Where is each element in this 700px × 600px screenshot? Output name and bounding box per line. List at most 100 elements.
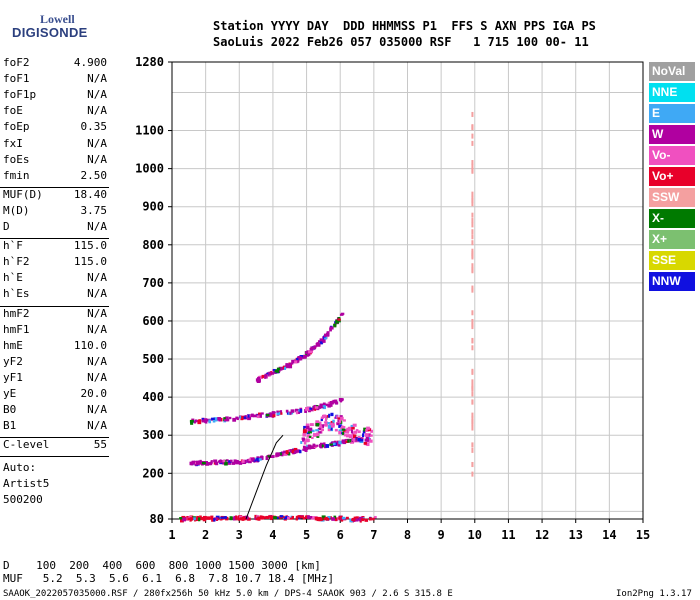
echo-point xyxy=(222,460,225,465)
echo-point xyxy=(259,375,263,379)
echo-point xyxy=(366,426,370,430)
echo-point xyxy=(336,440,340,444)
param-name: foEp xyxy=(3,120,30,134)
echo-point xyxy=(332,399,337,404)
echo-point xyxy=(471,254,474,260)
echo-point xyxy=(250,413,254,418)
echo-point xyxy=(179,518,184,523)
echo-point xyxy=(265,515,270,520)
echo-point xyxy=(241,415,245,420)
echo-point xyxy=(303,425,306,430)
param-d: D N/A xyxy=(3,220,107,236)
echo-point xyxy=(471,425,474,431)
echo-point xyxy=(327,404,331,408)
echo-point xyxy=(256,415,260,419)
echo-point xyxy=(372,517,375,521)
echo-point xyxy=(304,448,308,452)
y-tick-label: 500 xyxy=(142,352,164,366)
echo-point xyxy=(194,419,198,423)
echo-point xyxy=(471,251,474,257)
echo-point xyxy=(297,356,301,359)
echo-point xyxy=(471,240,474,246)
echo-point xyxy=(471,442,474,448)
x-tick-label: 14 xyxy=(602,528,616,542)
echo-point xyxy=(305,423,310,426)
echo-point xyxy=(212,420,216,423)
echo-point xyxy=(471,471,474,477)
echo-point xyxy=(329,403,333,407)
echo-point xyxy=(299,408,303,413)
echo-point xyxy=(341,516,346,520)
echo-point xyxy=(223,417,226,422)
echo-point xyxy=(306,434,311,438)
echo-point xyxy=(289,449,292,453)
echo-point xyxy=(471,287,474,293)
echo-point xyxy=(317,421,322,426)
echo-point xyxy=(224,516,227,519)
echo-point xyxy=(287,451,291,456)
legend-vo: Vo+ xyxy=(649,167,695,186)
echo-point xyxy=(218,459,223,463)
echo-point xyxy=(227,461,232,465)
echo-point xyxy=(279,516,284,519)
echo-point xyxy=(290,515,293,519)
echo-point xyxy=(235,515,238,520)
echo-point xyxy=(306,429,309,432)
param-value: 20.0 xyxy=(80,387,108,400)
echo-point xyxy=(471,337,474,343)
echo-point xyxy=(239,517,242,521)
echo-point xyxy=(225,418,230,422)
echo-point xyxy=(286,411,290,415)
echo-point xyxy=(229,459,233,462)
echo-point xyxy=(471,322,474,328)
echo-point xyxy=(225,416,229,420)
echo-point xyxy=(319,338,323,342)
echo-point xyxy=(231,461,236,465)
param-b0: B0 N/A xyxy=(3,403,107,419)
param-name: h`Es xyxy=(3,287,30,301)
echo-point xyxy=(353,430,358,434)
param-value: 110.0 xyxy=(73,338,107,352)
x-tick-label: 2 xyxy=(202,528,209,542)
echo-point xyxy=(366,438,370,442)
echo-point xyxy=(203,419,207,423)
echo-point xyxy=(361,518,365,521)
echo-point xyxy=(315,342,320,347)
autoscale-line: Auto: xyxy=(3,461,37,475)
param-name: h`F xyxy=(3,239,23,253)
param-name: fmin xyxy=(3,168,30,182)
param-c-level: C-level 55 xyxy=(3,438,107,454)
echo-point xyxy=(471,124,474,130)
legend-x: X+ xyxy=(649,230,695,249)
param-hmf2: hmF2 N/A xyxy=(3,307,107,323)
echo-point xyxy=(302,433,307,437)
param-value: N/A xyxy=(87,72,107,86)
echo-point xyxy=(322,405,325,408)
param-value: N/A xyxy=(87,220,107,233)
echo-point xyxy=(320,517,323,521)
echo-point xyxy=(322,338,326,343)
echo-point xyxy=(315,429,320,432)
echo-point xyxy=(310,516,314,520)
param-name: yF2 xyxy=(3,354,23,368)
echo-point xyxy=(213,518,216,522)
echo-point xyxy=(307,515,311,519)
echo-point xyxy=(310,348,314,351)
echo-point xyxy=(273,516,277,520)
echo-point xyxy=(331,425,335,428)
logo-line2: DIGISONDE xyxy=(12,25,88,40)
echo-point xyxy=(301,437,305,440)
echo-point xyxy=(300,441,303,444)
param-foes: foEs N/A xyxy=(3,153,107,169)
echo-point xyxy=(471,218,474,224)
panel-divider xyxy=(0,456,109,458)
echo-point xyxy=(241,516,246,521)
echo-point xyxy=(237,517,241,521)
echo-point xyxy=(248,458,251,462)
echo-point xyxy=(199,515,202,518)
echo-point xyxy=(359,516,363,520)
echo-point xyxy=(315,420,320,424)
echo-point xyxy=(302,517,306,520)
echo-point xyxy=(357,437,361,442)
echo-point xyxy=(337,442,341,447)
